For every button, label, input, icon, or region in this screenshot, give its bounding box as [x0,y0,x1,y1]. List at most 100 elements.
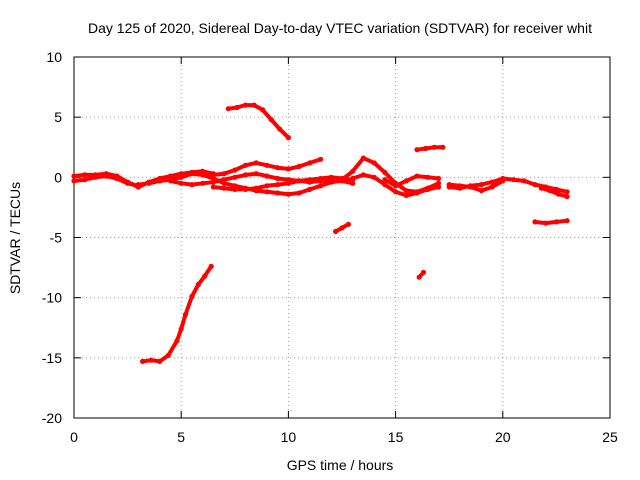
data-point [403,188,409,194]
data-point [489,184,495,190]
data-point [232,183,238,189]
data-point [382,169,388,176]
data-point [345,221,351,227]
data-point [538,185,545,191]
data-point [285,191,291,197]
data-point [82,172,88,178]
x-tick-label: 20 [495,429,511,445]
data-point [564,189,570,195]
data-point [416,274,422,280]
data-point [307,186,313,192]
data-point [232,167,238,173]
y-tick-label: 5 [54,109,62,125]
data-point [414,190,420,196]
data-point [148,357,154,363]
series-arc-14 [416,269,427,280]
data-point [425,186,431,192]
data-point [318,175,324,182]
data-point [521,178,527,184]
x-tick-label: 25 [602,429,618,445]
data-point [178,180,184,186]
data-point [253,185,259,191]
data-point [268,117,274,123]
data-point [350,175,356,182]
grid-lines [74,57,610,418]
data-point [425,174,431,180]
y-tick-label: 0 [54,169,62,185]
data-point [333,228,339,235]
data-point [350,168,356,174]
data-point [92,174,98,180]
data-point [339,177,345,183]
data-point [225,106,231,112]
data-point [242,102,249,108]
data-point [189,182,195,188]
y-tick-label: -15 [42,350,62,366]
data-point [174,338,180,344]
data-point [564,194,570,200]
data-point [532,182,538,188]
data-point [242,172,249,178]
data-point [264,183,270,189]
data-point [264,173,270,179]
data-point [307,160,313,166]
y-tick-label: -5 [50,230,63,246]
data-point [253,171,259,177]
data-point [382,177,388,183]
data-point [555,191,562,197]
data-point [360,172,366,178]
series-trace [415,145,445,152]
data-point [146,180,152,186]
data-point [500,178,506,184]
data-point [221,171,227,177]
series-trace [533,218,570,226]
data-point [275,175,281,182]
axis-ticks: 0 5 10 15 20 25 -20 -15 -10 -5 0 5 10 [42,49,618,445]
data-point [339,225,345,231]
data-point [532,219,538,225]
data-point [478,182,484,188]
x-tick-label: 0 [70,429,78,445]
data-point [350,180,356,186]
data-point [393,189,399,195]
series-trace [539,186,570,199]
data-point [564,218,570,224]
series-arc-8 [140,263,214,364]
data-point [371,160,377,166]
data-point [489,179,495,185]
series-trace [140,264,214,364]
x-tick-label: 5 [177,429,185,445]
data-point [114,175,120,182]
y-tick-label: 10 [46,49,62,65]
data-point [285,166,291,172]
data-point [478,188,484,194]
x-tick-label: 10 [281,429,297,445]
data-point [318,183,324,189]
series-arc-16 [446,178,506,194]
data-point [285,180,291,186]
series-arc-12 [382,173,442,189]
data-point [232,174,238,180]
data-point [431,144,437,150]
x-tick-label: 15 [388,429,404,445]
y-tick-label: -10 [42,290,62,306]
data-point [208,263,214,269]
data-point [468,184,474,190]
data-point [167,178,174,184]
data-point [435,184,442,190]
data-point [251,102,257,108]
data-point [71,173,77,179]
data-point [210,179,216,185]
series-arc-18 [538,185,570,200]
x-axis-label: GPS time / hours [287,457,394,473]
data-point [264,162,270,168]
data-point [510,177,517,183]
data-point [382,182,388,188]
data-point [275,190,281,196]
data-point [200,180,206,186]
y-axis-label: SDTVAR / TECUs [7,182,23,294]
data-point [264,189,270,195]
data-point [435,175,442,182]
data-point [157,358,163,364]
